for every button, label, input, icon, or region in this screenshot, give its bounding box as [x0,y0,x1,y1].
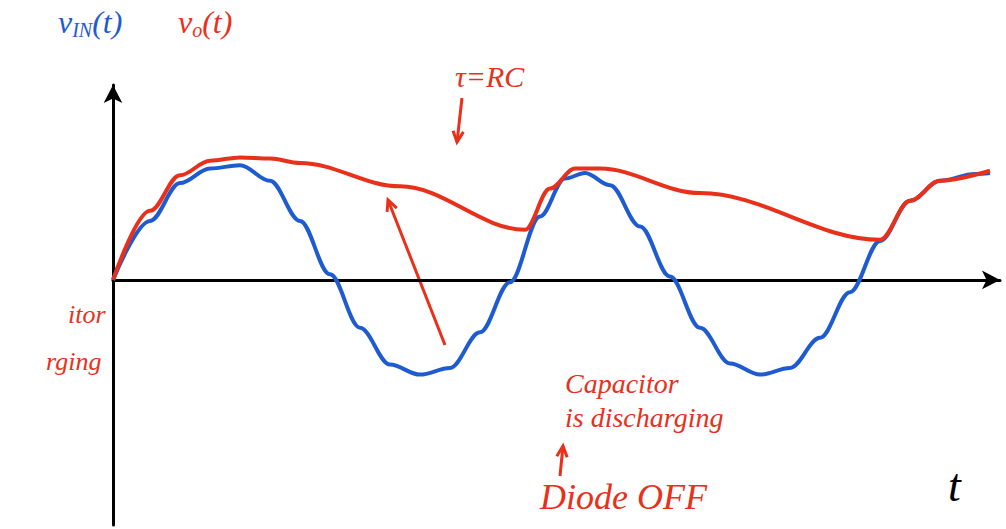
svg-text:Capacitor: Capacitor [565,368,679,399]
svg-text:Diode OFF: Diode OFF [539,477,708,517]
svg-text:(t): (t) [202,4,232,40]
svg-text:t: t [948,460,962,511]
svg-text:itor: itor [68,300,106,329]
svg-text:o: o [192,19,202,41]
svg-text:v: v [178,4,193,40]
svg-text:v: v [58,4,73,40]
svg-text:rging: rging [46,347,101,376]
svg-text:is discharging: is discharging [565,402,723,433]
svg-text:τ=RC: τ=RC [455,60,525,93]
svg-text:IN: IN [71,19,94,41]
svg-text:(t): (t) [92,4,122,40]
